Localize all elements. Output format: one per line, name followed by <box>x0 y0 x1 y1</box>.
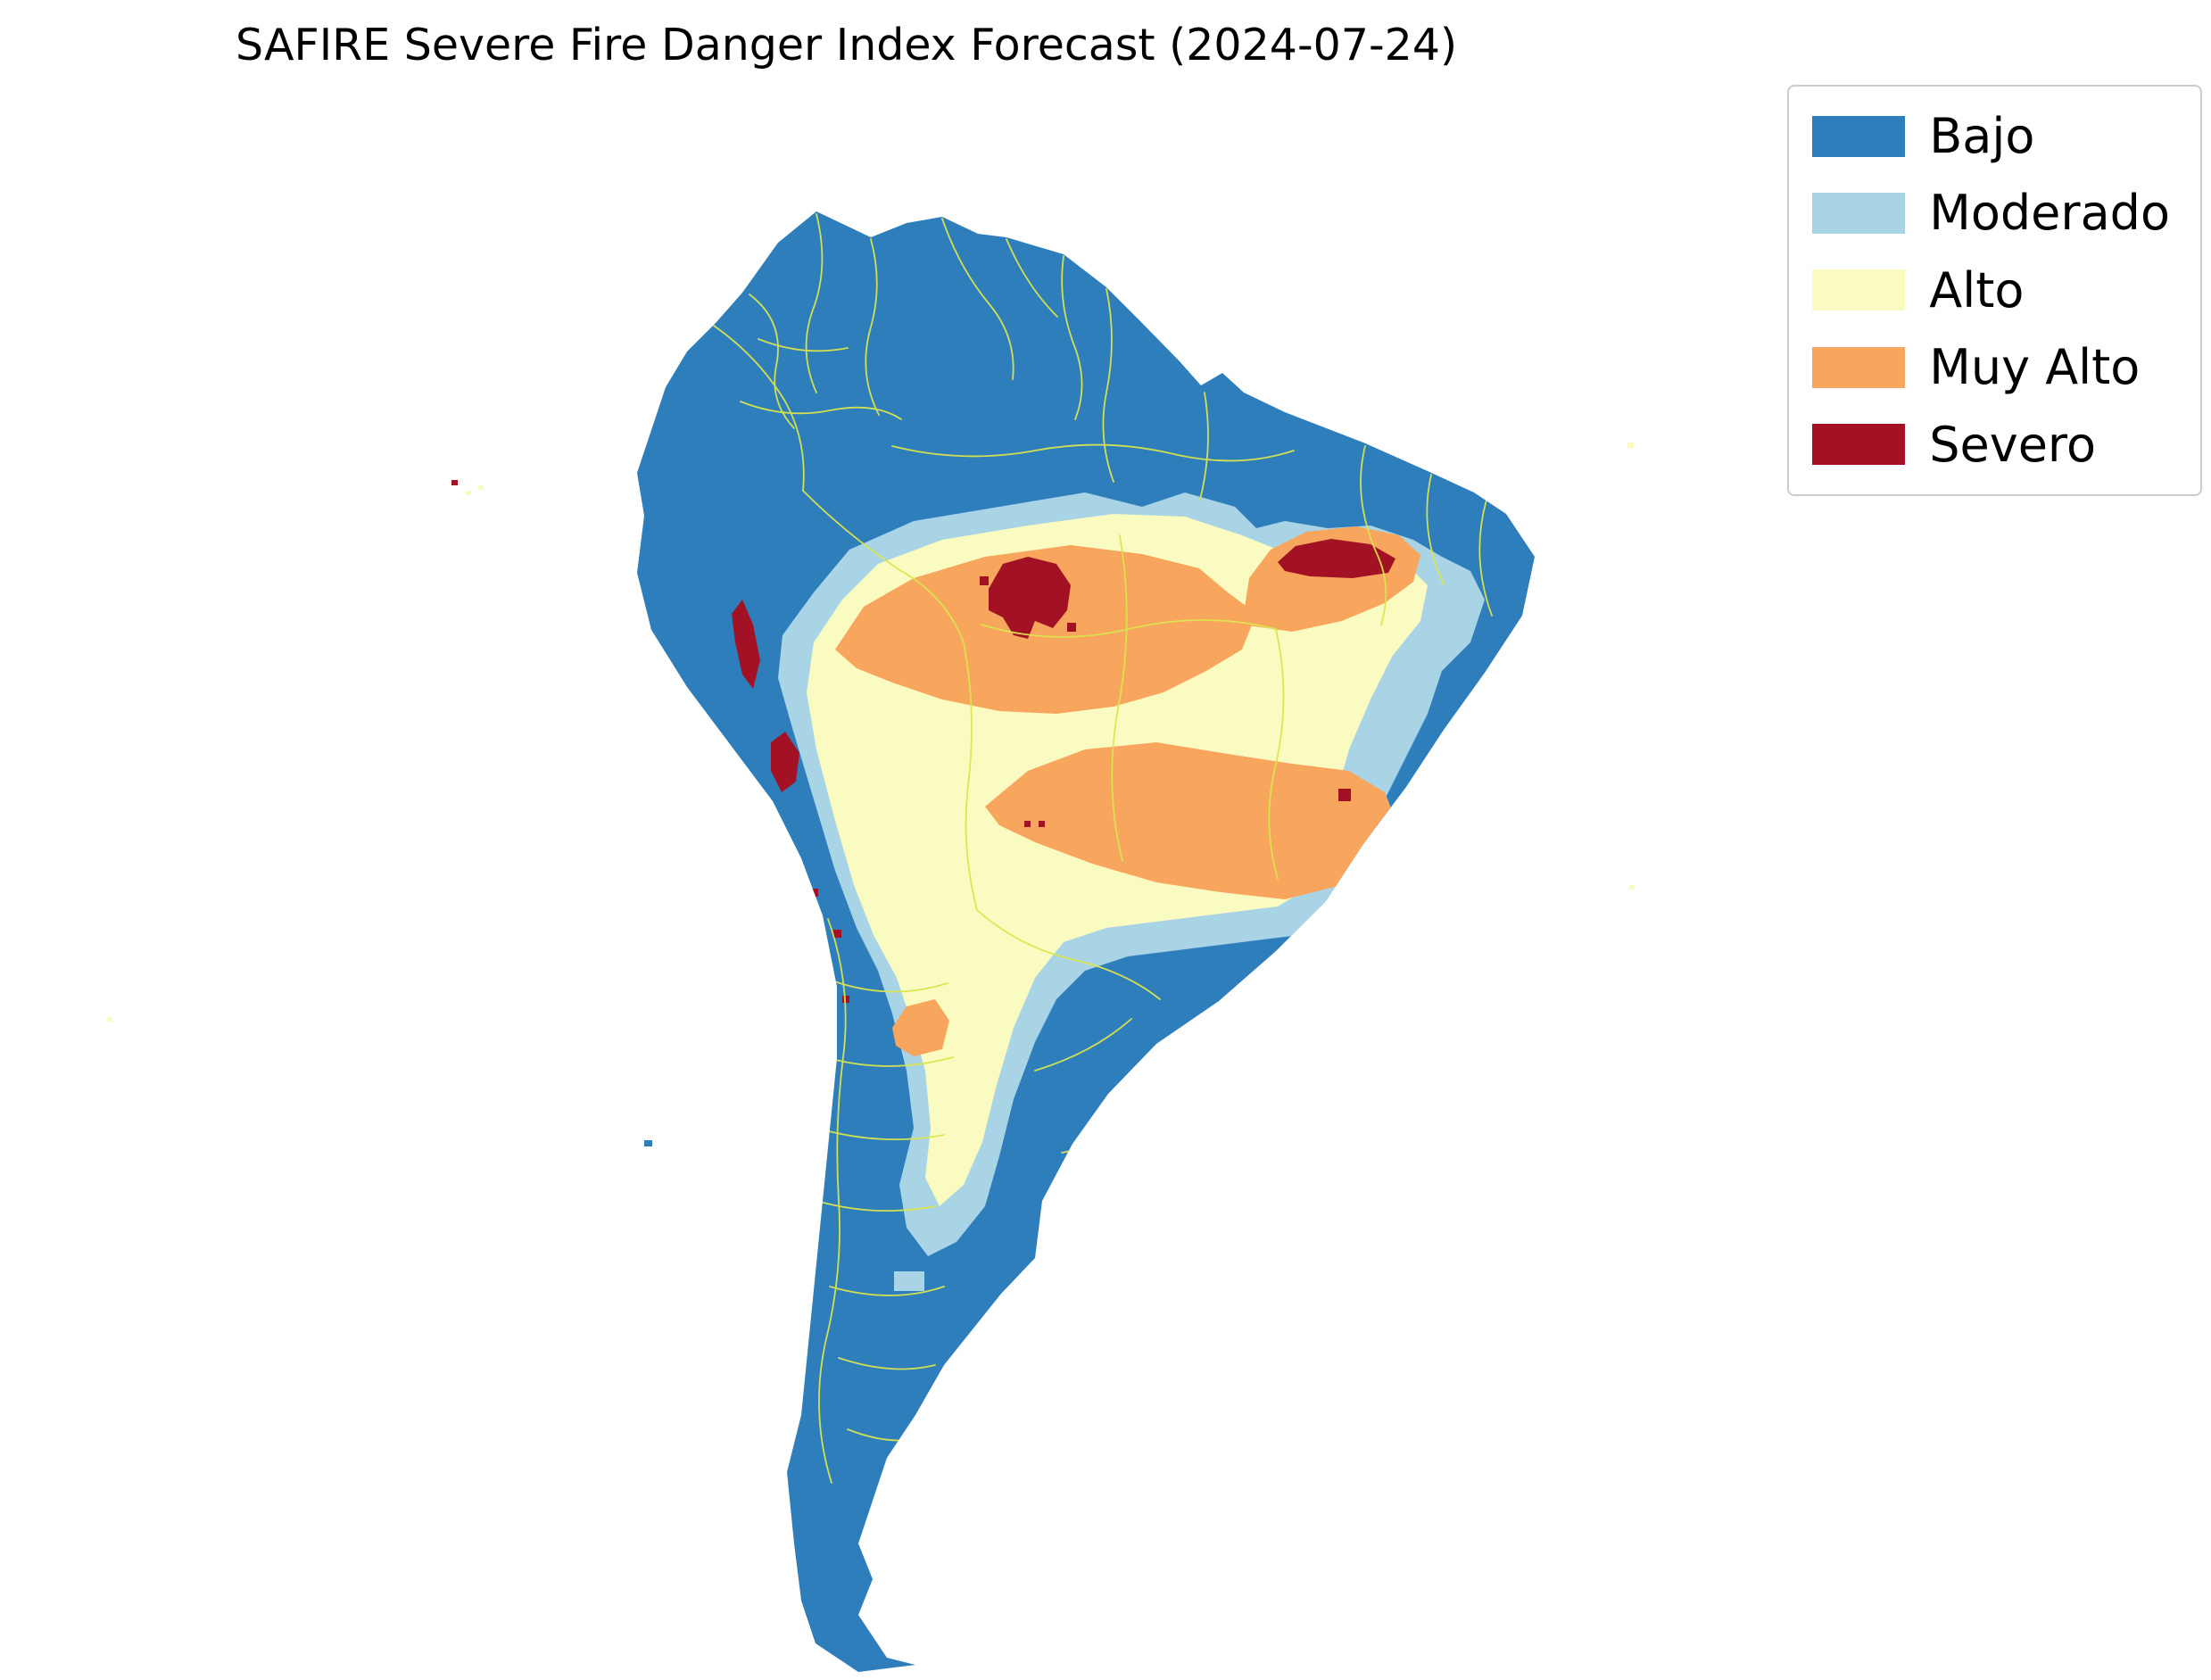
legend-item-severo: Severo <box>1812 418 2170 471</box>
legend-item-bajo: Bajo <box>1812 110 2170 162</box>
legend-swatch-severo <box>1812 424 1906 466</box>
legend: Bajo Moderado Alto Muy Alto Severo <box>1787 85 2202 496</box>
legend-label-alto: Alto <box>1929 261 2025 319</box>
legend-swatch-bajo <box>1812 115 1906 157</box>
legend-label-moderado: Moderado <box>1929 185 2170 242</box>
legend-swatch-alto <box>1812 269 1906 311</box>
legend-label-severo: Severo <box>1929 416 2096 473</box>
legend-label-bajo: Bajo <box>1929 108 2035 164</box>
region-severo <box>732 539 1395 1003</box>
region-muy-alto <box>835 526 1420 1056</box>
legend-item-alto: Alto <box>1812 261 2170 319</box>
legend-item-muy-alto: Muy Alto <box>1812 339 2170 396</box>
figure-title: SAFIRE Severe Fire Danger Index Forecast… <box>236 20 1458 70</box>
legend-swatch-moderado <box>1812 193 1906 235</box>
legend-label-muy-alto: Muy Alto <box>1929 339 2141 396</box>
legend-item-moderado: Moderado <box>1812 185 2170 242</box>
legend-swatch-muy-alto <box>1812 346 1906 388</box>
offshore-islands <box>107 443 1635 1146</box>
admin-boundaries <box>713 213 1493 1484</box>
